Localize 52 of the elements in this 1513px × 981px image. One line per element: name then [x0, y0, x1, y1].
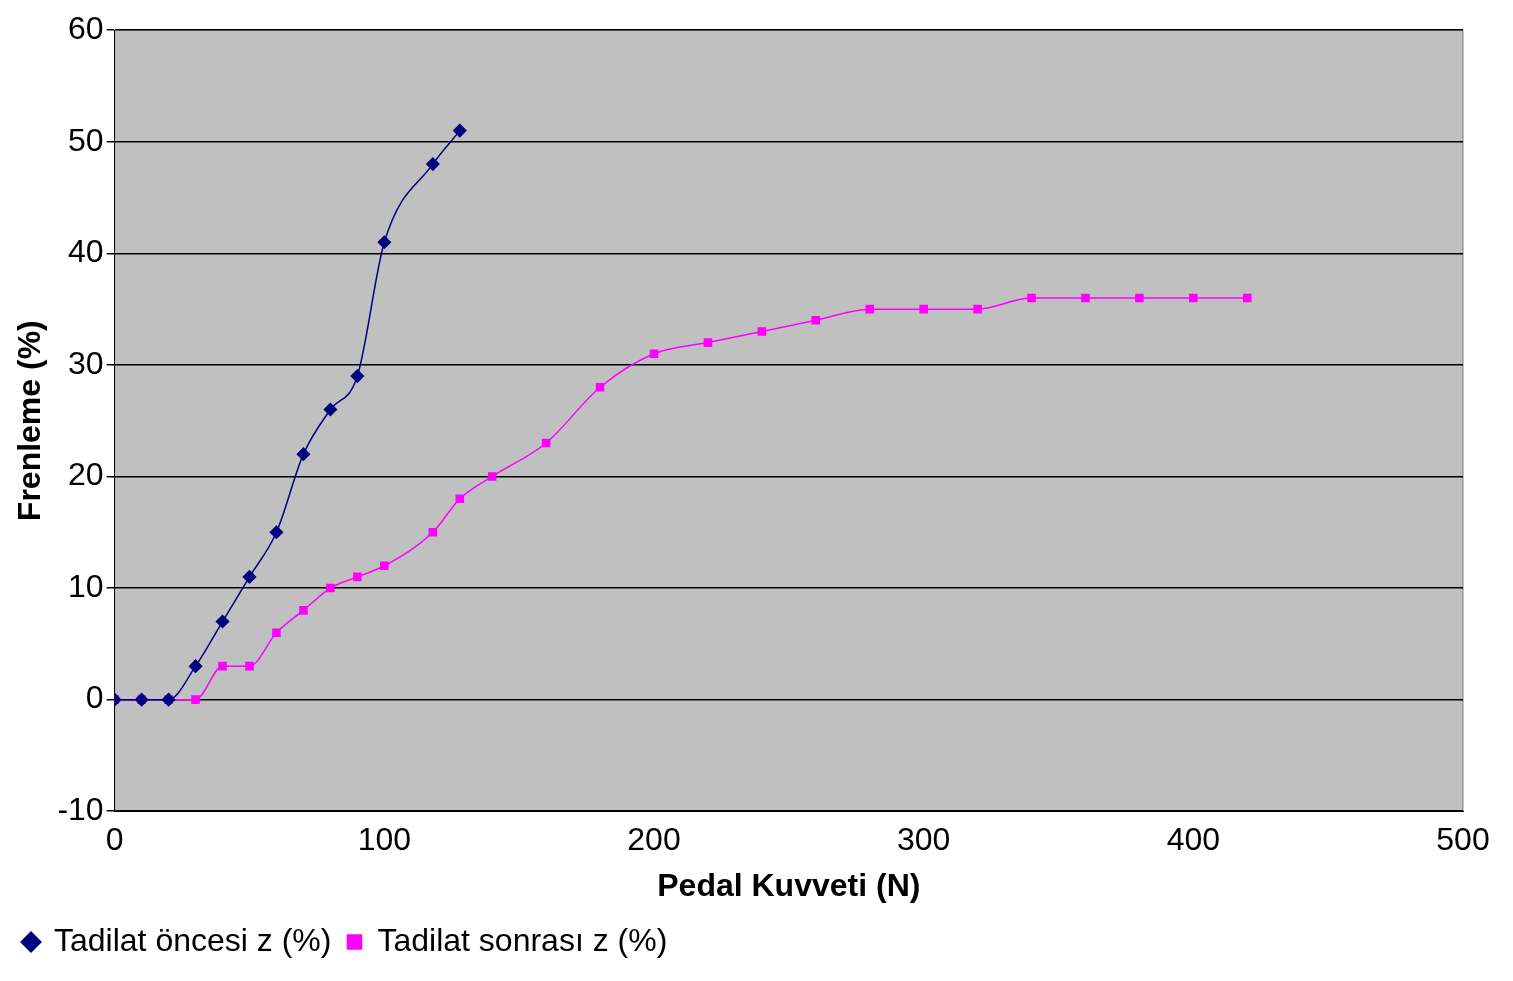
- point: [453, 123, 467, 138]
- point: [269, 525, 284, 540]
- point: [1242, 293, 1252, 303]
- point: [188, 659, 203, 673]
- y-tick-label: 10: [68, 567, 104, 604]
- point: [350, 369, 365, 383]
- y-tick-label: 20: [68, 456, 104, 493]
- y-tick-label: -10: [57, 791, 104, 828]
- y-axis-title: Frenleme (%): [11, 320, 48, 522]
- point: [649, 349, 659, 359]
- point: [595, 382, 605, 392]
- point: [757, 327, 767, 336]
- point: [426, 157, 440, 171]
- x-tick-label: 400: [1166, 821, 1221, 858]
- point: [973, 304, 982, 314]
- y-tick-label: 40: [68, 233, 104, 270]
- y-tick-label: 60: [68, 10, 104, 47]
- point: [377, 235, 392, 249]
- x-axis-title: Pedal Kuvveti (N): [657, 866, 921, 903]
- point: [1027, 293, 1036, 303]
- x-tick-label: 200: [627, 821, 681, 858]
- point: [323, 402, 338, 417]
- point: [919, 304, 928, 314]
- point: [272, 628, 281, 637]
- point: [811, 316, 821, 325]
- point: [487, 472, 497, 481]
- y-tick-label: 50: [68, 121, 104, 158]
- point: [245, 661, 254, 671]
- legend-label: Tadilat sonrası z (%): [377, 921, 668, 958]
- point: [218, 661, 227, 671]
- point: [455, 494, 465, 504]
- point: [1189, 293, 1198, 303]
- point: [703, 338, 713, 347]
- point: [541, 438, 551, 448]
- point: [299, 606, 308, 615]
- point: [1081, 293, 1090, 303]
- y-tick-label: 30: [68, 344, 104, 381]
- legend-label: Tadilat öncesi z (%): [54, 921, 332, 958]
- point: [353, 572, 362, 582]
- point: [865, 304, 875, 314]
- x-tick-label: 500: [1436, 821, 1490, 858]
- point: [326, 583, 335, 593]
- y-tick-label: 0: [85, 679, 104, 716]
- point: [1135, 293, 1144, 303]
- point: [296, 447, 311, 461]
- x-tick-label: 300: [896, 821, 951, 858]
- point: [380, 561, 389, 571]
- point: [242, 570, 257, 584]
- x-tick-label: 100: [357, 821, 412, 858]
- point: [215, 614, 230, 629]
- point: [428, 527, 438, 537]
- point: [191, 695, 200, 704]
